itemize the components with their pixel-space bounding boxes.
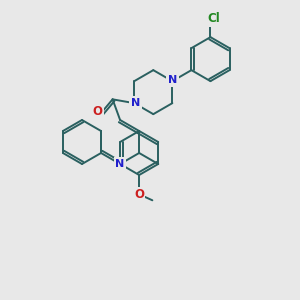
Text: N: N xyxy=(116,159,125,169)
Text: N: N xyxy=(168,75,177,85)
Text: O: O xyxy=(134,188,144,201)
Text: O: O xyxy=(93,105,103,118)
Text: Cl: Cl xyxy=(207,12,220,26)
Text: N: N xyxy=(130,98,140,108)
